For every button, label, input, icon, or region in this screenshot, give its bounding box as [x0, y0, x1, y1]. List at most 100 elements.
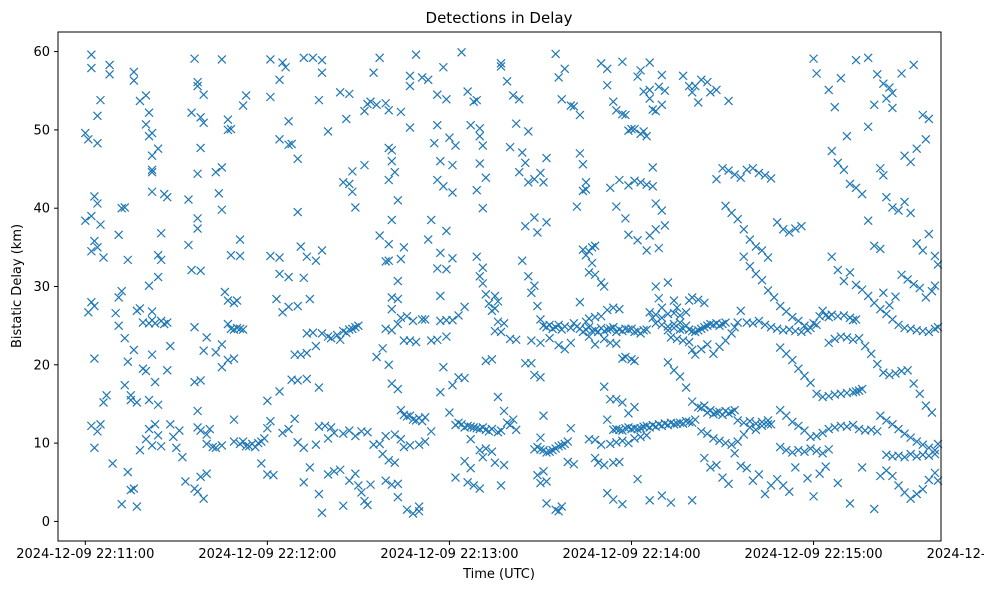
data-point	[596, 278, 606, 288]
data-point	[687, 345, 697, 355]
data-point	[542, 153, 551, 163]
data-point	[878, 79, 888, 89]
data-point	[153, 250, 163, 260]
data-point	[754, 168, 764, 178]
data-point	[393, 492, 403, 502]
data-point	[851, 314, 861, 324]
data-point	[830, 334, 840, 344]
data-point	[633, 474, 642, 484]
data-point	[878, 288, 888, 298]
data-point	[906, 494, 916, 504]
data-point	[918, 440, 928, 450]
data-point	[511, 335, 521, 345]
data-point	[490, 458, 500, 468]
data-point	[696, 344, 706, 354]
data-point	[117, 499, 127, 509]
data-point	[360, 106, 369, 116]
data-point	[202, 430, 212, 439]
data-point	[275, 269, 284, 279]
chart-title: Detections in Delay	[426, 9, 573, 27]
data-point	[187, 265, 196, 275]
data-point	[269, 470, 278, 480]
data-point	[156, 255, 166, 265]
data-point	[317, 55, 327, 65]
data-point	[375, 439, 385, 449]
data-point	[590, 270, 600, 280]
data-point	[599, 282, 609, 291]
data-point	[363, 427, 372, 437]
data-point	[542, 217, 551, 227]
data-point	[921, 134, 931, 144]
y-tick-label: 40	[33, 202, 50, 217]
data-point	[141, 119, 151, 129]
data-point	[821, 462, 831, 472]
data-point	[505, 142, 515, 152]
data-point	[523, 127, 533, 136]
data-point	[284, 424, 294, 434]
data-point	[335, 465, 345, 475]
data-point	[278, 428, 287, 438]
data-point	[654, 82, 664, 92]
data-point	[651, 224, 661, 234]
data-point	[730, 322, 740, 332]
data-point	[432, 264, 442, 273]
data-point	[809, 54, 818, 64]
data-point	[338, 429, 348, 439]
data-point	[89, 354, 99, 363]
data-point	[187, 108, 196, 118]
data-point	[906, 157, 916, 167]
data-point	[196, 426, 206, 436]
data-point	[435, 248, 445, 258]
data-point	[393, 276, 403, 286]
data-point	[560, 64, 570, 74]
data-point	[153, 272, 163, 282]
data-point	[693, 98, 703, 107]
data-point	[781, 445, 791, 455]
data-point	[144, 131, 154, 141]
data-point	[812, 446, 822, 456]
data-point	[487, 354, 497, 364]
data-point	[924, 475, 934, 485]
data-point	[536, 338, 545, 348]
data-point	[815, 469, 825, 479]
data-point	[827, 252, 837, 262]
data-point	[496, 480, 506, 490]
data-point	[678, 71, 688, 81]
data-point	[153, 430, 163, 440]
data-point	[766, 174, 776, 183]
data-point	[275, 387, 284, 396]
data-point	[272, 294, 281, 304]
x-tick-label: 2024-12-09 22:13:00	[380, 547, 518, 562]
data-point	[120, 333, 130, 343]
data-point	[302, 252, 312, 262]
data-point	[903, 275, 913, 284]
data-point	[193, 406, 203, 416]
data-point	[338, 501, 348, 511]
data-point	[657, 100, 667, 110]
data-point	[536, 168, 545, 178]
data-point	[599, 460, 609, 470]
data-point	[869, 100, 879, 110]
data-point	[748, 318, 758, 328]
data-point	[114, 230, 124, 240]
data-point	[523, 271, 533, 281]
data-point	[93, 138, 102, 148]
data-point	[696, 75, 706, 85]
data-point	[426, 215, 436, 225]
data-point	[184, 195, 193, 205]
data-point	[457, 47, 466, 57]
data-point	[353, 321, 363, 331]
data-point	[363, 99, 372, 109]
data-point	[196, 266, 206, 276]
data-point	[217, 340, 227, 349]
data-point	[739, 252, 749, 262]
data-point	[511, 119, 521, 129]
data-point	[229, 437, 239, 446]
data-point	[420, 437, 430, 446]
data-point	[624, 181, 633, 190]
x-tick-label: 2024-12-09 22:11:00	[16, 547, 154, 562]
data-point	[344, 89, 354, 99]
data-point	[384, 455, 394, 465]
data-point	[824, 85, 834, 95]
